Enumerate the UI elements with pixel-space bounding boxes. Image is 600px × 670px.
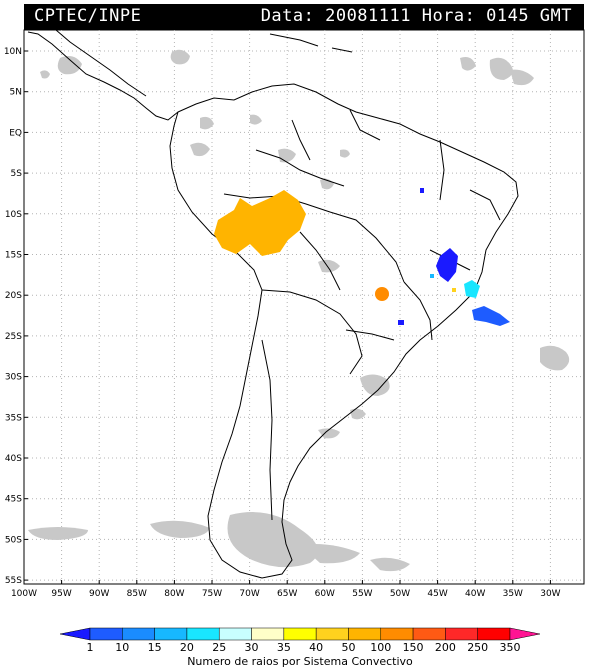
scale-value: 20 (180, 641, 194, 654)
scale-segment (283, 627, 317, 641)
lat-label: 10S (5, 210, 22, 220)
lon-label: 55W (352, 589, 372, 599)
scale-value: 350 (500, 641, 521, 654)
scale-value: 150 (403, 641, 424, 654)
lon-label: 60W (315, 589, 335, 599)
lon-label: 45W (427, 589, 447, 599)
scale-segment (89, 627, 123, 641)
lon-label: 85W (127, 589, 147, 599)
system-orange (375, 287, 389, 301)
scale-value: 1 (87, 641, 94, 654)
latitude-axis: 10N 5N EQ 5S 10S 15S 20S 25S 30S 35S 40S 45S 50S 55S (4, 47, 22, 586)
convective-systems (214, 188, 510, 326)
coastlines (27, 29, 519, 579)
lat-label: 35S (5, 413, 22, 423)
scale-value: 250 (467, 641, 488, 654)
lon-label: 50W (390, 589, 410, 599)
lon-label: 80W (164, 589, 184, 599)
system-yellow-small (452, 288, 456, 292)
scale-caption: Numero de raios por Sistema Convectivo (187, 655, 413, 668)
scale-value: 15 (148, 641, 162, 654)
map-header: CPTEC/INPE Data: 20081111 Hora: 0145 GMT (24, 4, 584, 30)
scale-segment (218, 627, 252, 641)
scale-segment (315, 627, 349, 641)
lon-label: 90W (89, 589, 109, 599)
lon-label: 70W (239, 589, 259, 599)
scale-value: 200 (435, 641, 456, 654)
lon-label: 95W (51, 589, 71, 599)
lat-label: 40S (5, 454, 22, 464)
lon-label: 65W (277, 589, 297, 599)
system-blue-2 (472, 306, 510, 326)
system-blue-4 (398, 320, 404, 325)
source-label: CPTEC/INPE (34, 6, 142, 26)
scale-arrow-low (59, 627, 91, 641)
scale-segment (122, 627, 155, 641)
scale-value: 25 (212, 641, 226, 654)
lat-label: 45S (5, 495, 22, 505)
lat-label: 50S (5, 535, 22, 545)
system-blue-3 (420, 188, 424, 193)
scale-value: 35 (277, 641, 291, 654)
cloud-areas (28, 49, 570, 572)
scale-segment (348, 627, 382, 641)
lat-label: 15S (5, 251, 22, 261)
lon-label: 35W (503, 589, 523, 599)
scale-segment (412, 627, 446, 641)
map-frame (23, 29, 585, 585)
graticule (23, 30, 584, 584)
lat-label: EQ (9, 128, 22, 138)
lat-label: 20S (5, 291, 22, 301)
scale-segment (477, 627, 511, 641)
system-cyan-2 (430, 274, 434, 278)
scale-value: 100 (370, 641, 391, 654)
system-blue-1 (436, 248, 458, 282)
system-cyan (464, 280, 480, 298)
scale-arrow-high (509, 627, 541, 641)
lat-label: 5S (11, 169, 23, 179)
lat-label: 5N (10, 88, 22, 98)
system-yellow-orange (214, 190, 306, 256)
scale-segment (445, 627, 478, 641)
lon-label: 30W (540, 589, 560, 599)
lat-label: 25S (5, 332, 22, 342)
scale-value: 40 (309, 641, 323, 654)
lon-label: 100W (11, 589, 37, 599)
scale-segment (186, 627, 220, 641)
scale-segment (154, 627, 188, 641)
lat-label: 55S (5, 576, 22, 586)
lon-label: 75W (202, 589, 222, 599)
lon-label: 40W (465, 589, 485, 599)
datetime-label: Data: 20081111 Hora: 0145 GMT (260, 6, 572, 26)
longitude-axis: 100W 95W 90W 85W 80W 75W 70W 65W 60W 55W 50W 45W 40W… (11, 589, 561, 599)
scale-segment (251, 627, 285, 641)
scale-value: 10 (115, 641, 129, 654)
scale-value: 50 (341, 641, 355, 654)
scale-segment (380, 627, 414, 641)
scale-value: 30 (245, 641, 259, 654)
color-scale: 1 10 15 20 25 30 35 40 50 100 150 200 250 350 (59, 627, 541, 654)
lat-label: 10N (4, 47, 22, 57)
lat-label: 30S (5, 373, 22, 383)
